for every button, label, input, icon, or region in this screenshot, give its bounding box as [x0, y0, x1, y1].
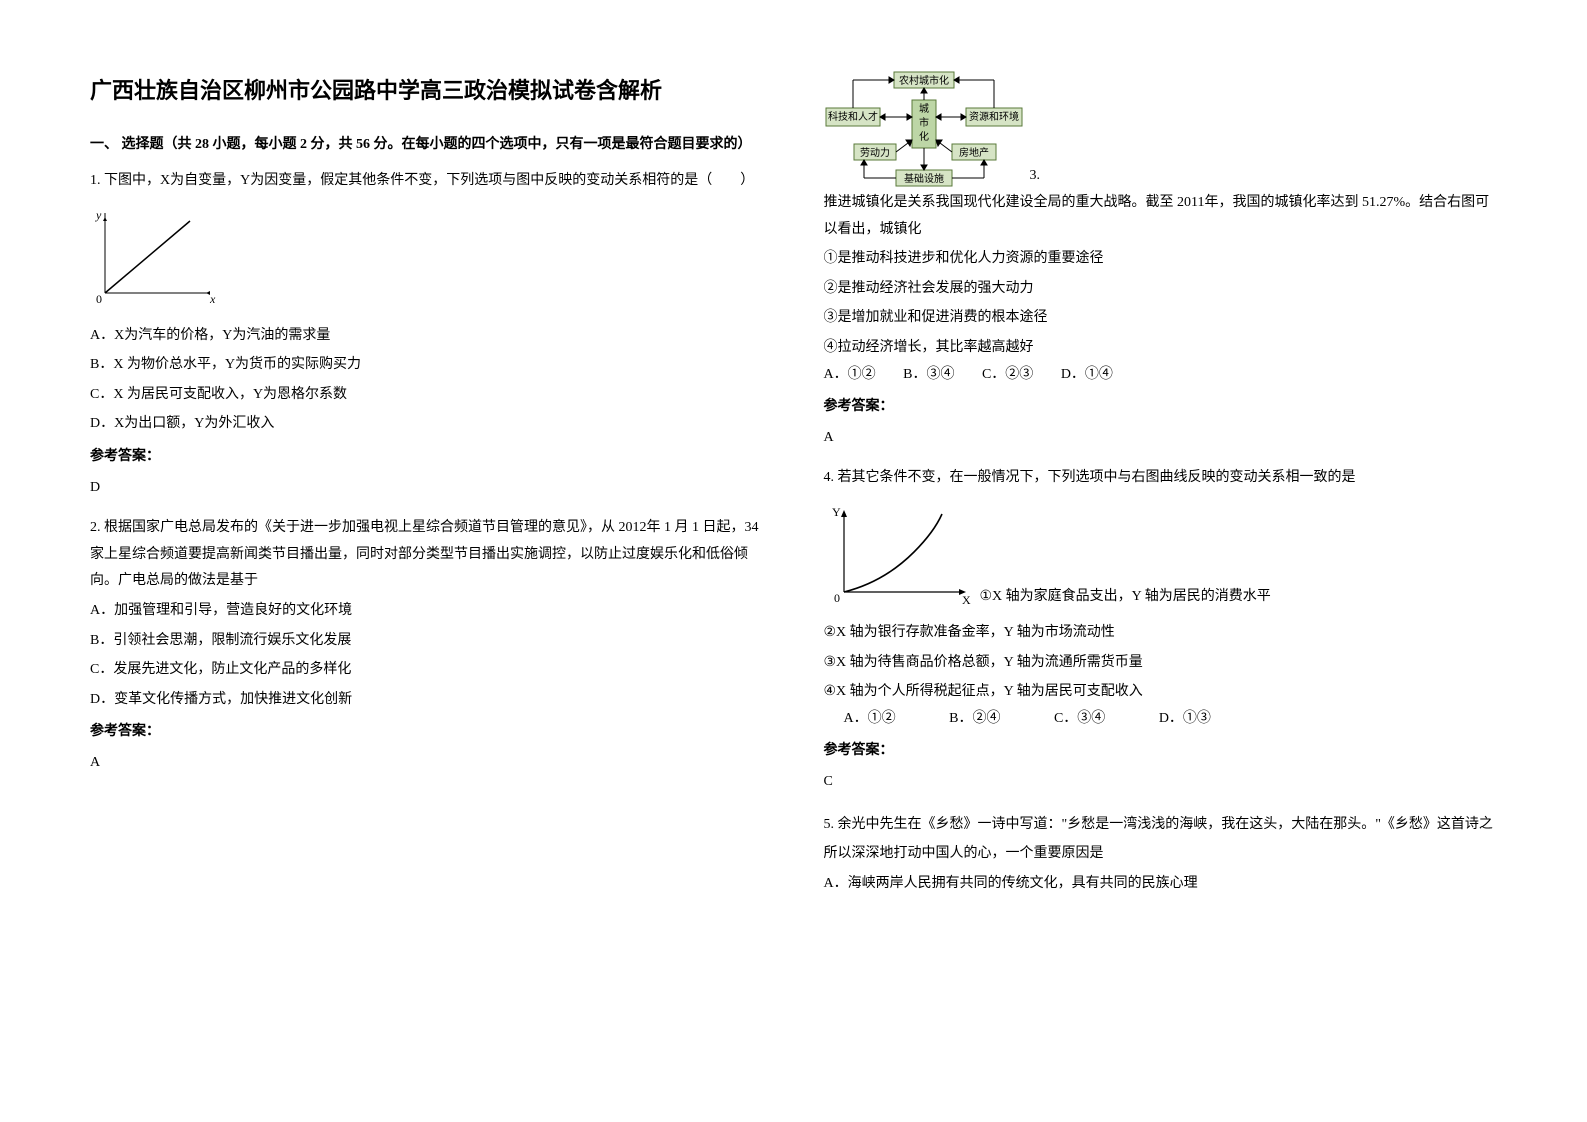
q2-option-d: D．变革文化传播方式，加快推进文化创新: [90, 687, 764, 714]
svg-text:资源和环境: 资源和环境: [969, 110, 1019, 123]
svg-text:城: 城: [919, 103, 929, 115]
q3-choice-3: ③是增加就业和促进消费的根本途径: [824, 305, 1498, 332]
q3-opt-a: A．①②: [824, 367, 876, 382]
q4-choice-1: ①X 轴为家庭食品支出，Y 轴为居民的消费水平: [980, 584, 1271, 611]
q3-choice-1: ①是推动科技进步和优化人力资源的重要途径: [824, 246, 1498, 273]
left-column: 广西壮族自治区柳州市公园路中学高三政治模拟试卷含解析 一、 选择题（共 28 小…: [90, 70, 764, 1052]
q3-stem: 推进城镇化是关系我国现代化建设全局的重大战略。截至 2011年，我国的城镇化率达…: [824, 195, 1490, 237]
q2-option-b: B．引领社会思潮，限制流行娱乐文化发展: [90, 628, 764, 655]
svg-text:x: x: [209, 292, 216, 303]
q2-option-a: A．加强管理和引导，营造良好的文化环境: [90, 598, 764, 625]
q2-answer: A: [90, 750, 764, 777]
q4-graph: Y X 0: [824, 502, 974, 607]
q4-opt-c: C．③④: [1054, 711, 1105, 726]
q4-opt-a: A．①②: [844, 711, 896, 726]
svg-text:科技和人才: 科技和人才: [828, 110, 878, 123]
right-column: 农村城市化 科技和人才 城 市 化 资源和环境 劳动力 房地产 基础设施: [824, 70, 1498, 1052]
q3-choice-4: ④拉动经济增长，其比率越高越好: [824, 335, 1498, 362]
q3-choice-2: ②是推动经济社会发展的强大动力: [824, 276, 1498, 303]
q4-choice-3: ③X 轴为待售商品价格总额，Y 轴为流通所需货币量: [824, 650, 1498, 677]
q1-option-a: A．X为汽车的价格，Y为汽油的需求量: [90, 323, 764, 350]
question-2: 2. 根据国家广电总局发布的《关于进一步加强电视上星综合频道节目管理的意见》，从…: [90, 515, 764, 776]
page-title: 广西壮族自治区柳州市公园路中学高三政治模拟试卷含解析: [90, 70, 764, 112]
q3-number: 3.: [1030, 168, 1041, 183]
svg-text:市: 市: [919, 116, 929, 129]
q3-opt-c: C．②③: [982, 367, 1033, 382]
question-5: 5. 余光中先生在《乡愁》一诗中写道："乡愁是一湾浅浅的海峡，我在这头，大陆在那…: [824, 810, 1498, 898]
q3-diagram: 农村城市化 科技和人才 城 市 化 资源和环境 劳动力 房地产 基础设施: [824, 70, 1024, 190]
q4-options-row: A．①② B．②④ C．③④ D．①③: [844, 706, 1498, 733]
q4-answer: C: [824, 769, 1498, 796]
q1-answer: D: [90, 475, 764, 502]
svg-text:劳动力: 劳动力: [860, 146, 890, 159]
q4-choice-2: ②X 轴为银行存款准备金率，Y 轴为市场流动性: [824, 620, 1498, 647]
q1-option-c: C．X 为居民可支配收入，Y为恩格尔系数: [90, 382, 764, 409]
question-4: 4. 若其它条件不变，在一般情况下，下列选项中与右图曲线反映的变动关系相一致的是…: [824, 465, 1498, 795]
svg-text:0: 0: [834, 591, 840, 605]
q3-opt-d: D．①④: [1061, 367, 1113, 382]
q3-opt-b: B．③④: [903, 367, 954, 382]
svg-text:房地产: 房地产: [959, 146, 989, 159]
q3-answer-label: 参考答案：: [824, 394, 1498, 421]
svg-text:y: y: [95, 208, 102, 222]
question-1: 1. 下图中，X为自变量，Y为因变量，假定其他条件不变，下列选项与图中反映的变动…: [90, 168, 764, 501]
section-header: 一、 选择题（共 28 小题，每小题 2 分，共 56 分。在每小题的四个选项中…: [90, 132, 764, 159]
q4-answer-label: 参考答案：: [824, 738, 1498, 765]
q4-opt-b: B．②④: [949, 711, 1000, 726]
q2-answer-label: 参考答案：: [90, 719, 764, 746]
svg-text:农村城市化: 农村城市化: [899, 74, 949, 87]
q2-stem: 2. 根据国家广电总局发布的《关于进一步加强电视上星综合频道节目管理的意见》，从…: [90, 515, 764, 595]
q1-answer-label: 参考答案：: [90, 444, 764, 471]
question-3: 农村城市化 科技和人才 城 市 化 资源和环境 劳动力 房地产 基础设施: [824, 70, 1498, 451]
q4-opt-d: D．①③: [1159, 711, 1211, 726]
svg-text:X: X: [962, 593, 971, 607]
q5-option-a: A．海峡两岸人民拥有共同的传统文化，具有共同的民族心理: [824, 871, 1498, 898]
q1-option-b: B．X 为物价总水平，Y为货币的实际购买力: [90, 352, 764, 379]
q4-choice-4: ④X 轴为个人所得税起征点，Y 轴为居民可支配收入: [824, 679, 1498, 706]
q1-graph: y x 0: [90, 203, 220, 303]
svg-text:基础设施: 基础设施: [904, 172, 944, 185]
svg-text:化: 化: [919, 130, 929, 143]
q1-stem: 1. 下图中，X为自变量，Y为因变量，假定其他条件不变，下列选项与图中反映的变动…: [90, 168, 764, 195]
svg-text:0: 0: [96, 292, 102, 303]
q2-option-c: C．发展先进文化，防止文化产品的多样化: [90, 657, 764, 684]
svg-text:Y: Y: [832, 505, 841, 519]
q3-answer: A: [824, 425, 1498, 452]
q4-stem: 4. 若其它条件不变，在一般情况下，下列选项中与右图曲线反映的变动关系相一致的是: [824, 465, 1498, 492]
q1-option-d: D．X为出口额，Y为外汇收入: [90, 411, 764, 438]
q5-stem: 5. 余光中先生在《乡愁》一诗中写道："乡愁是一湾浅浅的海峡，我在这头，大陆在那…: [824, 810, 1498, 869]
q3-options-row: A．①② B．③④ C．②③ D．①④: [824, 362, 1498, 389]
